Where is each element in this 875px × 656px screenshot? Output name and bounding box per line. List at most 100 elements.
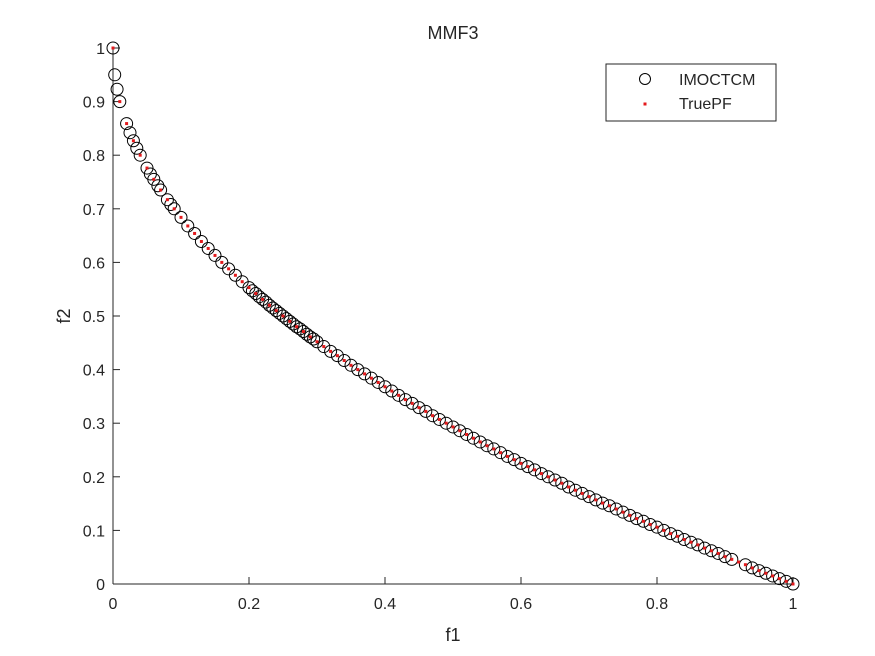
truepf-point (703, 546, 707, 550)
truepf-point (383, 385, 387, 389)
truepf-point (533, 468, 537, 472)
truepf-point (777, 577, 781, 581)
truepf-point (635, 517, 639, 521)
imoctcm-point (273, 306, 287, 320)
imoctcm-point (364, 371, 378, 385)
truepf-point (111, 46, 115, 50)
imoctcm-point (766, 569, 780, 583)
imoctcm-point (426, 409, 440, 423)
imoctcm-point (698, 541, 712, 555)
truepf-point (743, 563, 747, 567)
truepf-point (451, 425, 455, 429)
truepf-point (458, 429, 462, 433)
truepf-point (274, 309, 278, 313)
truepf-point (669, 532, 673, 536)
imoctcm-point (487, 442, 501, 456)
imoctcm-point (786, 577, 800, 591)
truepf-point (295, 325, 299, 329)
y-tick-label: 0.5 (83, 309, 105, 326)
y-tick-label: 0.1 (83, 523, 105, 540)
imoctcm-point (432, 412, 446, 426)
truepf-point (471, 436, 475, 440)
x-tick-label: 0 (109, 596, 118, 613)
truepf-point (709, 549, 713, 553)
legend-label-imoctcm: IMOCTCM (679, 72, 755, 89)
imoctcm-point (154, 183, 168, 197)
truepf-point (526, 465, 530, 469)
x-tick-label: 0.8 (646, 596, 668, 613)
truepf-point (363, 372, 367, 376)
imoctcm-point (266, 301, 280, 315)
y-tick-label: 0 (96, 577, 105, 594)
truepf-point (288, 319, 292, 323)
truepf-point (152, 177, 156, 181)
truepf-point (322, 345, 326, 349)
truepf-point (315, 340, 319, 344)
truepf-point (771, 574, 775, 578)
imoctcm-point (412, 401, 426, 415)
truepf-point (580, 491, 584, 495)
imoctcm-point (664, 527, 678, 541)
truepf-point (342, 358, 346, 362)
imoctcm-point (494, 446, 508, 460)
truepf-point (791, 582, 795, 586)
imoctcm-point (507, 453, 521, 467)
truepf-point (403, 398, 407, 402)
truepf-point (512, 458, 516, 462)
truepf-point (689, 540, 693, 544)
imoctcm-point (473, 435, 487, 449)
truepf-point (431, 414, 435, 418)
truepf-point (356, 368, 360, 372)
truepf-point (573, 488, 577, 492)
truepf-point (213, 253, 217, 257)
truepf-point (723, 555, 727, 559)
imoctcm-point (252, 290, 266, 304)
truepf-point (784, 579, 788, 583)
truepf-point (587, 495, 591, 499)
truepf-point (240, 280, 244, 284)
truepf-point (444, 421, 448, 425)
y-tick-label: 0.6 (83, 255, 105, 272)
truepf-point (764, 571, 768, 575)
imoctcm-point (378, 380, 392, 394)
imoctcm-point (269, 304, 283, 318)
x-tick-label: 0.2 (238, 596, 260, 613)
imoctcm-point (120, 117, 134, 131)
imoctcm-point (324, 344, 338, 358)
truepf-point (621, 510, 625, 514)
truepf-point (417, 406, 421, 410)
truepf-point (499, 451, 503, 455)
imoctcm-point (466, 431, 480, 445)
imoctcm-point (691, 538, 705, 552)
imoctcm-point (279, 312, 293, 326)
truepf-point (437, 417, 441, 421)
x-axis-label: f1 (445, 625, 460, 645)
truepf-point (186, 224, 190, 228)
truepf-point (254, 291, 258, 295)
imoctcm-point (123, 126, 137, 140)
truepf-point (118, 100, 122, 104)
truepf-point (560, 481, 564, 485)
imoctcm-point (310, 335, 324, 349)
imoctcm-point (623, 508, 637, 522)
truepf-point (159, 188, 163, 192)
imoctcm-point (201, 241, 215, 255)
y-axis-label: f2 (54, 308, 74, 323)
imoctcm-point (616, 505, 630, 519)
imoctcm-point (300, 327, 314, 341)
imoctcm-point (392, 388, 406, 402)
imoctcm-point (514, 456, 528, 470)
imoctcm-point (303, 330, 317, 344)
truepf-point (607, 504, 611, 508)
imoctcm-point (385, 384, 399, 398)
truepf-point (655, 525, 659, 529)
truepf-point (281, 314, 285, 318)
truepf-point (492, 447, 496, 451)
truepf-point (485, 444, 489, 448)
truepf-point (567, 485, 571, 489)
imoctcm-point (208, 248, 222, 262)
imoctcm-point (188, 226, 202, 240)
legend-marker-truepf (643, 102, 647, 106)
truepf-point (172, 207, 176, 211)
